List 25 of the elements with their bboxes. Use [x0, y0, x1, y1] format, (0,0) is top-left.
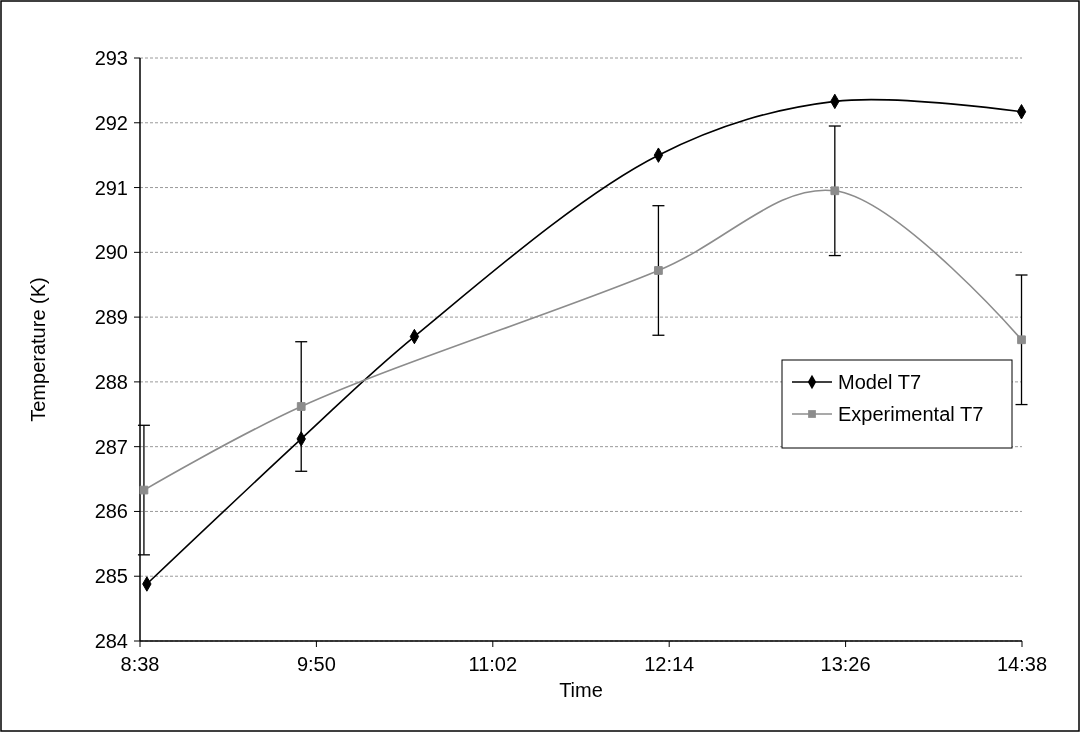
x-tick-label: 9:50 [296, 653, 336, 675]
y-tick-label: 289 [94, 306, 128, 329]
legend-label: Model T7 [838, 371, 922, 393]
y-tick-label: 287 [94, 435, 128, 458]
x-tick-label: 14:38 [996, 653, 1048, 675]
x-tick-label: 13:26 [820, 653, 871, 675]
x-tick-label: 12:14 [644, 653, 695, 675]
legend-label: Experimental T7 [838, 403, 984, 425]
y-tick-label: 284 [94, 630, 128, 652]
x-tick-label: 8:38 [120, 653, 160, 675]
y-tick-label: 286 [94, 500, 128, 523]
y-tick-label: 285 [94, 565, 128, 588]
point [1017, 335, 1026, 345]
x-tick-label: 11:02 [468, 653, 518, 675]
y-tick-label: 291 [94, 176, 128, 199]
y-tick-label: 292 [94, 111, 128, 134]
x-axis-title: Time [559, 679, 603, 701]
point [296, 402, 306, 411]
point [139, 485, 149, 495]
y-tick-label: 290 [94, 241, 128, 264]
y-tick-label: 288 [94, 370, 128, 393]
point [830, 186, 840, 196]
y-tick-label: 293 [94, 47, 128, 69]
point [654, 266, 663, 275]
y-axis-title: Temperature (K) [27, 277, 49, 422]
